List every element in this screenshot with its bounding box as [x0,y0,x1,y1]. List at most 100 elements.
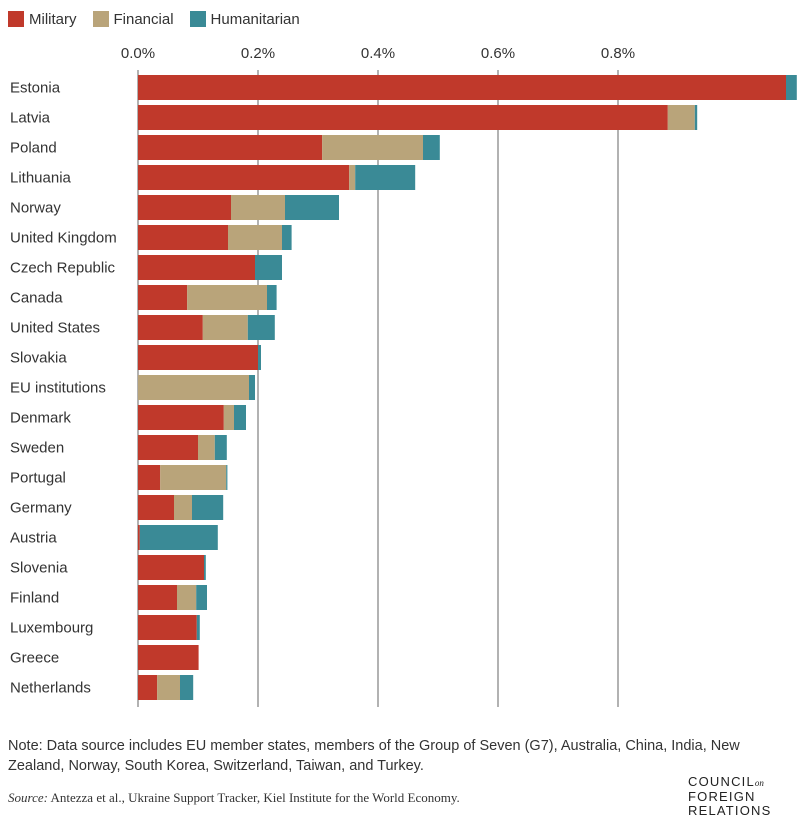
bar-segment-military [138,435,198,460]
bar-segment-humanitarian [204,555,206,580]
bar-segment-humanitarian [196,585,207,610]
y-category-label: Lithuania [10,170,72,187]
axis-labels: 0.0% 0.2% 0.4% 0.6% 0.8% Estonia Latvia Poland L… [10,45,635,697]
bar-segment-financial [187,285,267,310]
bar-segment-humanitarian [355,165,416,190]
legend-item-military: Military [8,11,77,28]
stacked-bar-chart: 0.0% 0.2% 0.4% 0.6% 0.8% Estonia Latvia Poland L… [10,45,797,707]
bar-segment-humanitarian [196,615,200,640]
bar-segment-military [138,585,177,610]
x-tick-label: 0.2% [241,45,275,62]
y-category-label: United States [10,320,100,337]
bar-segment-military [138,225,228,250]
chart-note: Note: Data source includes EU member sta… [8,738,740,774]
bar-segment-humanitarian [234,405,246,430]
bar-segment-financial [322,135,423,160]
y-category-label: United Kingdom [10,230,117,247]
bar-segment-military [138,495,174,520]
bar-segment-military [138,555,204,580]
bar-segment-military [138,615,197,640]
y-category-label: Portugal [10,470,66,487]
bar-segment-humanitarian [139,525,218,550]
bar-segment-financial [160,465,227,490]
legend-item-financial: Financial [92,10,174,28]
bar-segment-military [138,135,323,160]
y-category-label: Estonia [10,80,61,97]
y-category-label: Slovenia [10,560,68,577]
legend-swatch-financial [92,11,109,27]
bar-segment-humanitarian [249,375,255,400]
y-category-label: Luxembourg [10,620,93,637]
bar-segment-military [138,285,188,310]
bar-segment-humanitarian [255,255,282,280]
legend-label-humanitarian: Humanitarian [210,10,300,28]
source-label: Source: [8,790,48,805]
bar-segment-financial [138,375,249,400]
logo-line-council: COUNCILon [688,775,800,790]
bar-segment-military [138,465,161,490]
bar-segment-humanitarian [267,285,277,310]
bar-segment-military [138,405,224,430]
bar-segment-financial [202,315,248,340]
legend-label-military: Military [29,10,77,28]
bar-segment-humanitarian [226,465,228,490]
cfr-logo: COUNCILon FOREIGN RELATIONS [688,775,800,818]
legend-item-humanitarian: Humanitarian [189,10,300,28]
bar-segment-military [138,75,786,100]
bar-segment-humanitarian [192,495,224,520]
y-category-label: Slovakia [10,350,67,367]
bar-segment-financial [174,495,192,520]
bar-segment-military [138,105,668,130]
y-category-label: Netherlands [10,680,91,697]
bar-segment-military [138,645,199,670]
bar-segment-humanitarian [214,435,227,460]
y-category-label: EU institutions [10,380,106,397]
bar-segment-military [138,525,140,550]
y-category-label: Germany [10,500,72,517]
logo-text-on: on [754,778,764,788]
bar-segment-humanitarian [423,135,440,160]
chart-legend: Military Financial Humanitarian [8,9,316,29]
y-category-label: Latvia [10,110,51,127]
source-text: Antezza et al., Ukraine Support Tracker,… [50,790,460,805]
logo-line-foreign: FOREIGN [688,789,756,804]
bar-segment-humanitarian [694,105,698,130]
bar-segment-humanitarian [786,75,797,100]
y-category-label: Greece [10,650,59,667]
bar-segment-military [138,675,158,700]
bar-segment-military [138,165,350,190]
y-category-label: Sweden [10,440,64,457]
bar-segment-financial [198,435,215,460]
bar-segment-military [138,255,255,280]
bar-segment-financial [157,675,180,700]
legend-label-financial: Financial [113,10,174,28]
bars [138,75,797,700]
bar-segment-military [138,345,258,370]
bar-segment-humanitarian [180,675,194,700]
y-category-label: Denmark [10,410,71,427]
logo-line-relations: RELATIONS [688,803,772,818]
x-tick-label: 0.0% [121,45,155,62]
y-category-label: Poland [10,140,57,157]
y-category-label: Finland [10,590,59,607]
y-category-label: Austria [10,530,57,547]
y-category-label: Czech Republic [10,260,116,277]
x-tick-label: 0.4% [361,45,395,62]
bar-segment-financial [231,195,285,220]
x-tick-label: 0.8% [601,45,635,62]
chart-source: Source: Antezza et al., Ukraine Support … [8,790,460,806]
bar-segment-military [138,195,231,220]
legend-swatch-military [8,11,24,27]
bar-segment-humanitarian [247,315,275,340]
y-category-label: Norway [10,200,61,217]
legend-swatch-humanitarian [189,11,206,27]
bar-segment-humanitarian [285,195,339,220]
bar-segment-financial [177,585,197,610]
x-tick-label: 0.6% [481,45,515,62]
bar-segment-financial [349,165,356,190]
y-category-label: Canada [10,290,63,307]
bar-segment-financial [228,225,282,250]
bar-segment-financial [223,405,234,430]
logo-text-council: COUNCIL [688,774,755,789]
bar-segment-humanitarian [258,345,261,370]
